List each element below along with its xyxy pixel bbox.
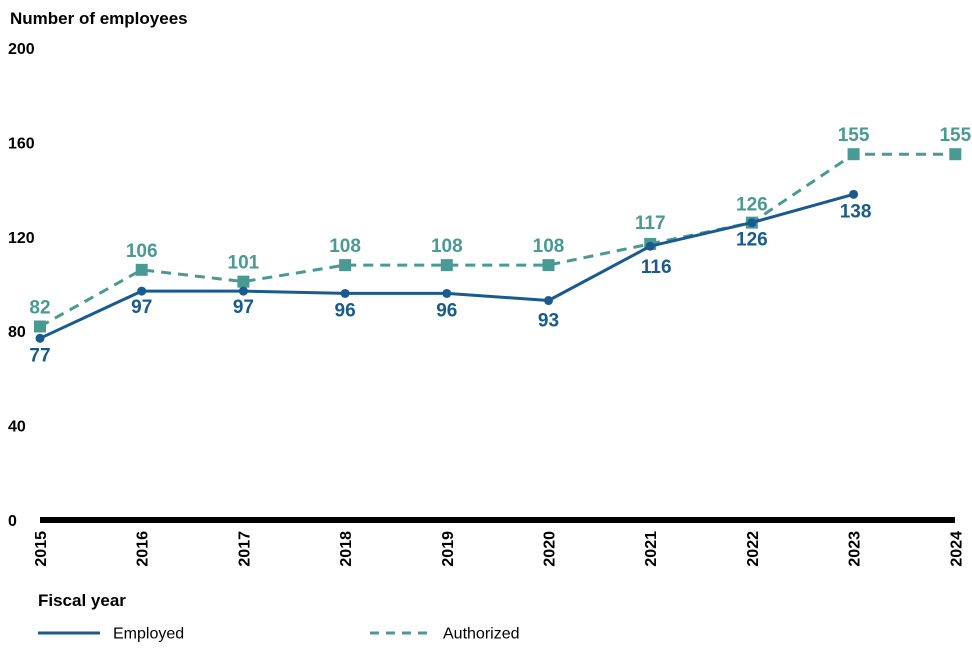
data-label-employed: 97 — [233, 297, 254, 318]
x-tick-label: 2021 — [643, 531, 660, 567]
data-label-authorized: 82 — [29, 297, 50, 318]
legend: Employed Authorized — [38, 626, 520, 643]
series-layer: 82 106 101 108 108 108 117 126 155 155 77 97 97 96 96 9… — [29, 125, 971, 366]
y-tick-label: 160 — [8, 135, 35, 152]
y-tick-label: 80 — [8, 324, 26, 341]
y-tick-label: 0 — [8, 513, 17, 530]
x-axis-ticks: 2015 2016 2017 2018 2019 2020 2021 2022 2023 2024 — [33, 531, 965, 567]
data-point-authorized — [542, 259, 555, 272]
data-label-authorized: 108 — [431, 236, 463, 257]
x-axis-title: Fiscal year — [38, 591, 126, 610]
y-tick-label: 120 — [8, 230, 35, 247]
data-label-employed: 116 — [641, 257, 672, 278]
series-line-authorized — [39, 152, 956, 328]
data-point-employed — [544, 296, 553, 306]
data-label-authorized: 117 — [635, 213, 666, 234]
y-axis-ticks: 0 40 80 120 160 200 — [8, 41, 35, 530]
y-tick-label: 40 — [8, 419, 26, 436]
data-label-employed: 93 — [538, 311, 559, 332]
data-labels-employed: 77 97 97 96 96 93 116 126 138 — [29, 201, 871, 366]
x-tick-label: 2019 — [440, 531, 457, 567]
x-tick-label: 2020 — [542, 531, 559, 567]
data-point-employed — [238, 286, 248, 296]
x-tick-label: 2022 — [745, 531, 762, 567]
legend-label-authorized: Authorized — [443, 626, 520, 643]
data-point-authorized — [949, 148, 962, 161]
data-point-employed — [747, 218, 757, 228]
data-point-employed — [442, 288, 452, 298]
series-authorized — [34, 148, 962, 333]
y-tick-label: 200 — [8, 41, 35, 58]
data-point-employed — [849, 189, 859, 199]
data-point-authorized — [440, 259, 453, 272]
x-tick-label: 2017 — [236, 531, 253, 567]
data-labels-authorized: 82 106 101 108 108 108 117 126 155 155 — [29, 125, 971, 318]
data-label-employed: 97 — [131, 297, 152, 318]
x-tick-label: 2015 — [33, 531, 50, 567]
data-point-authorized — [135, 263, 148, 276]
data-label-authorized: 155 — [838, 125, 870, 146]
data-point-authorized — [339, 259, 352, 272]
x-tick-label: 2018 — [338, 531, 355, 567]
data-point-authorized — [847, 148, 860, 161]
data-point-employed — [137, 286, 147, 296]
series-employed — [35, 189, 859, 343]
data-label-employed: 126 — [736, 230, 768, 251]
data-label-authorized: 108 — [533, 236, 565, 257]
data-label-employed: 77 — [29, 345, 50, 366]
x-tick-label: 2016 — [135, 531, 152, 567]
data-point-employed — [340, 288, 350, 298]
data-label-authorized: 101 — [228, 253, 260, 274]
data-label-authorized: 126 — [736, 195, 768, 216]
legend-label-employed: Employed — [113, 626, 184, 643]
x-tick-label: 2024 — [948, 531, 965, 567]
data-label-authorized: 106 — [126, 241, 158, 262]
data-label-authorized: 108 — [329, 236, 361, 257]
data-label-employed: 96 — [436, 300, 457, 321]
data-point-authorized — [237, 275, 250, 288]
data-point-authorized — [34, 320, 46, 333]
data-point-employed — [645, 241, 655, 251]
x-tick-label: 2023 — [847, 531, 864, 567]
data-point-employed — [35, 333, 45, 343]
y-axis-title: Number of employees — [10, 9, 188, 28]
data-label-employed: 138 — [840, 201, 872, 222]
data-label-employed: 96 — [335, 300, 356, 321]
data-label-authorized: 155 — [939, 125, 971, 146]
